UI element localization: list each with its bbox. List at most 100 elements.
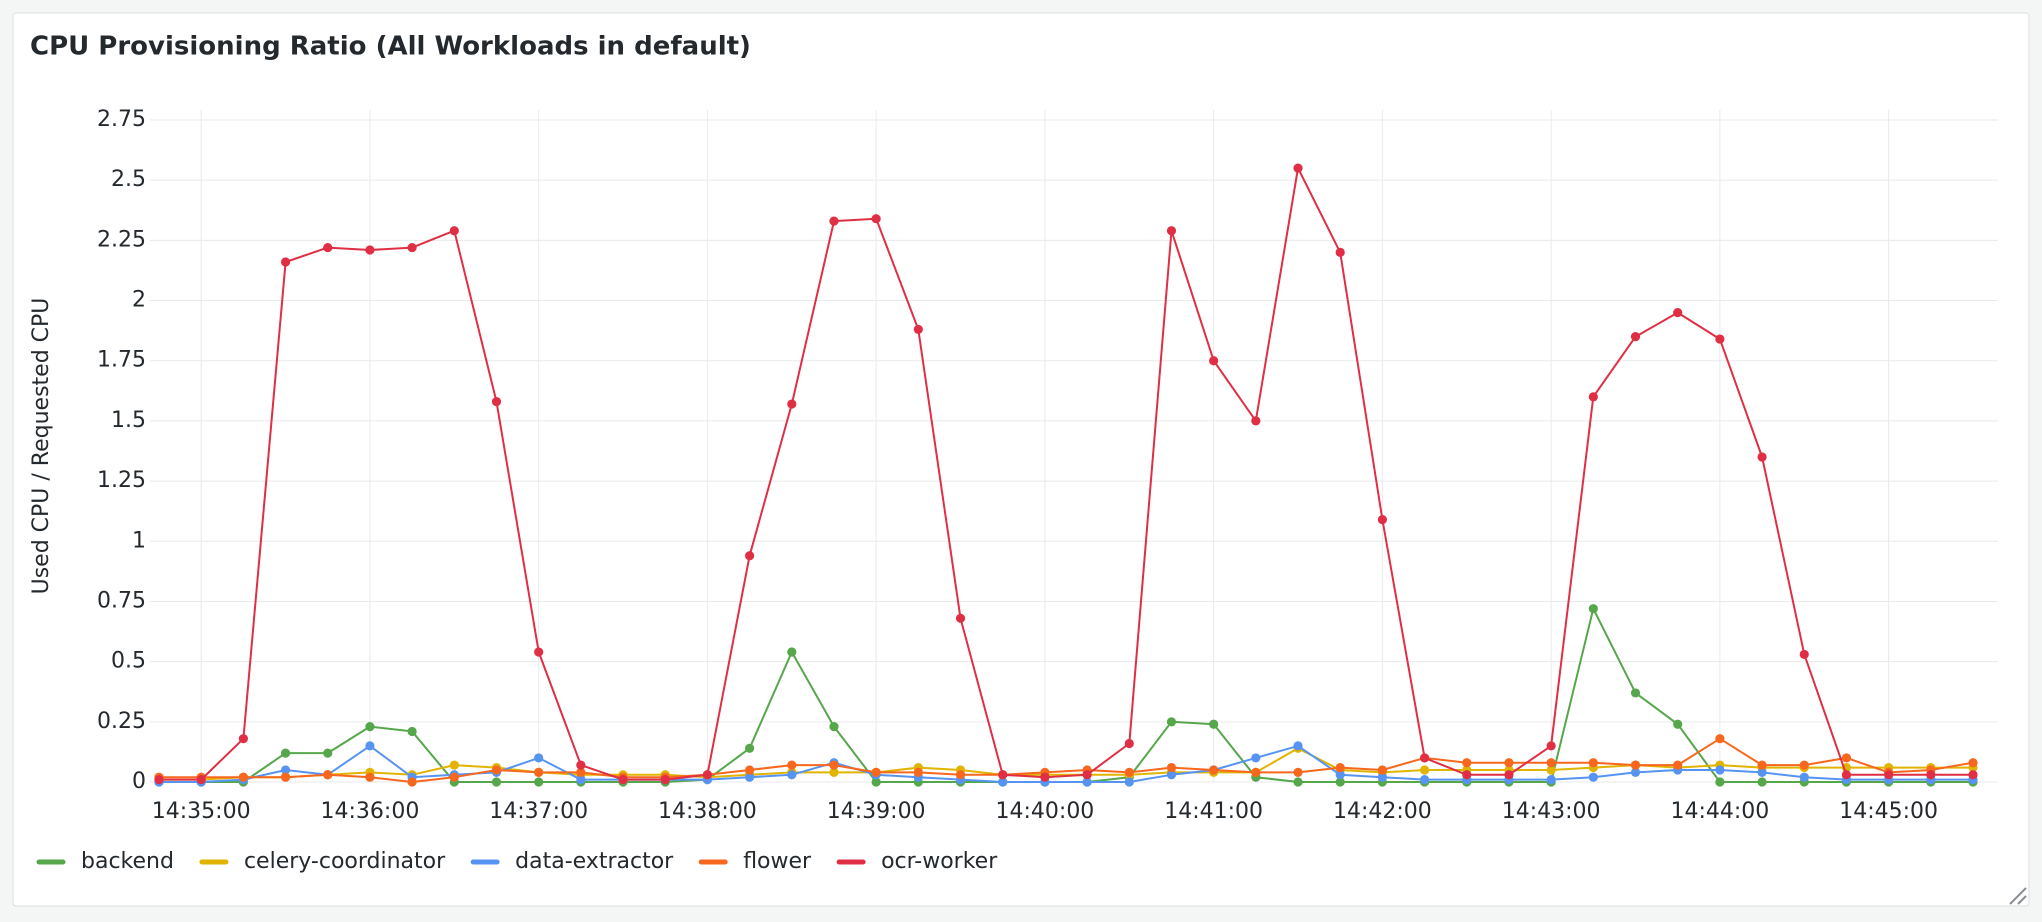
data-point (1588, 758, 1598, 768)
x-tick-label: 14:38:00 (658, 799, 757, 824)
x-tick-label: 14:37:00 (489, 799, 588, 824)
data-point (1715, 334, 1725, 344)
data-point (1124, 738, 1134, 749)
data-point (1293, 777, 1303, 787)
data-point (702, 770, 713, 780)
data-point (998, 777, 1008, 787)
data-point (787, 647, 797, 657)
data-point (1293, 741, 1303, 751)
data-point (1166, 226, 1177, 236)
data-point (449, 226, 459, 236)
data-point (1124, 777, 1134, 787)
data-point (745, 765, 755, 775)
data-point (1251, 416, 1261, 426)
series (154, 734, 1978, 787)
data-point (829, 767, 839, 777)
y-tick-label: 2.25 (97, 227, 146, 252)
data-point (1335, 777, 1345, 787)
data-point (238, 734, 248, 744)
data-point (1630, 332, 1641, 342)
data-point (829, 722, 839, 732)
data-point (1546, 741, 1556, 751)
data-point (745, 772, 755, 782)
data-point (1630, 760, 1641, 770)
data-point (660, 774, 670, 785)
data-point (1926, 770, 1936, 780)
data-point (365, 245, 375, 255)
data-point (1588, 604, 1598, 614)
y-tick-label: 0.5 (111, 649, 146, 674)
data-point (1588, 772, 1598, 782)
data-point (1293, 163, 1303, 173)
data-point (280, 748, 291, 758)
data-point (1209, 356, 1219, 366)
data-point (534, 777, 544, 787)
data-point (829, 216, 839, 226)
data-point (1419, 765, 1430, 775)
data-point (407, 777, 417, 787)
data-point (618, 774, 628, 785)
data-point (280, 765, 291, 775)
data-point (1166, 717, 1177, 727)
y-axis-label: Used CPU / Requested CPU (29, 298, 54, 595)
legend-label: data-extractor (515, 849, 674, 874)
data-point (1757, 767, 1767, 777)
data-point (955, 770, 966, 780)
data-point (1209, 719, 1219, 729)
data-point (1757, 777, 1767, 787)
data-point (407, 242, 417, 253)
series (154, 163, 1978, 785)
panel-title: CPU Provisioning Ratio (All Workloads in… (30, 32, 751, 62)
data-point (534, 647, 544, 657)
data-point (1166, 762, 1177, 773)
data-point (365, 741, 375, 751)
data-point (491, 397, 502, 407)
resize-handle[interactable] (2009, 887, 2027, 905)
data-point (1630, 767, 1641, 777)
data-point (534, 767, 544, 777)
x-tick-label: 14:40:00 (996, 799, 1095, 824)
data-point (1251, 767, 1261, 777)
data-point (1124, 767, 1134, 777)
data-point (1419, 774, 1430, 785)
data-point (745, 551, 755, 561)
data-point (1968, 758, 1978, 768)
data-point (955, 613, 966, 623)
legend-label: backend (81, 849, 174, 874)
y-tick-label: 2.5 (111, 167, 146, 192)
x-tick-label: 14:36:00 (321, 799, 420, 824)
data-point (1546, 758, 1556, 768)
y-tick-label: 0.75 (97, 588, 146, 613)
data-point (1630, 688, 1641, 698)
data-point (534, 753, 544, 763)
legend-label: flower (743, 849, 812, 874)
data-point (1715, 777, 1725, 787)
data-point (238, 772, 248, 782)
data-point (1799, 760, 1809, 770)
data-point (365, 772, 375, 782)
data-point (1673, 719, 1683, 729)
panel-frame (12, 12, 2030, 907)
data-point (1419, 753, 1430, 763)
data-point (1715, 734, 1725, 744)
data-point (1040, 772, 1050, 782)
data-point (1546, 765, 1556, 775)
data-point (913, 324, 923, 335)
data-point (998, 770, 1008, 780)
data-point (871, 767, 881, 777)
x-tick-label: 14:42:00 (1333, 799, 1432, 824)
data-point (1377, 765, 1387, 775)
y-tick-label: 2.75 (97, 107, 146, 132)
data-point (491, 777, 502, 787)
data-point (196, 774, 206, 785)
data-point (576, 767, 586, 777)
y-tick-label: 0 (132, 769, 146, 794)
x-tick-label: 14:45:00 (1839, 799, 1938, 824)
data-point (1799, 772, 1809, 782)
data-point (323, 748, 333, 758)
data-point (1251, 753, 1261, 763)
data-point (1757, 760, 1767, 770)
data-point (576, 774, 586, 785)
data-point (913, 767, 923, 777)
